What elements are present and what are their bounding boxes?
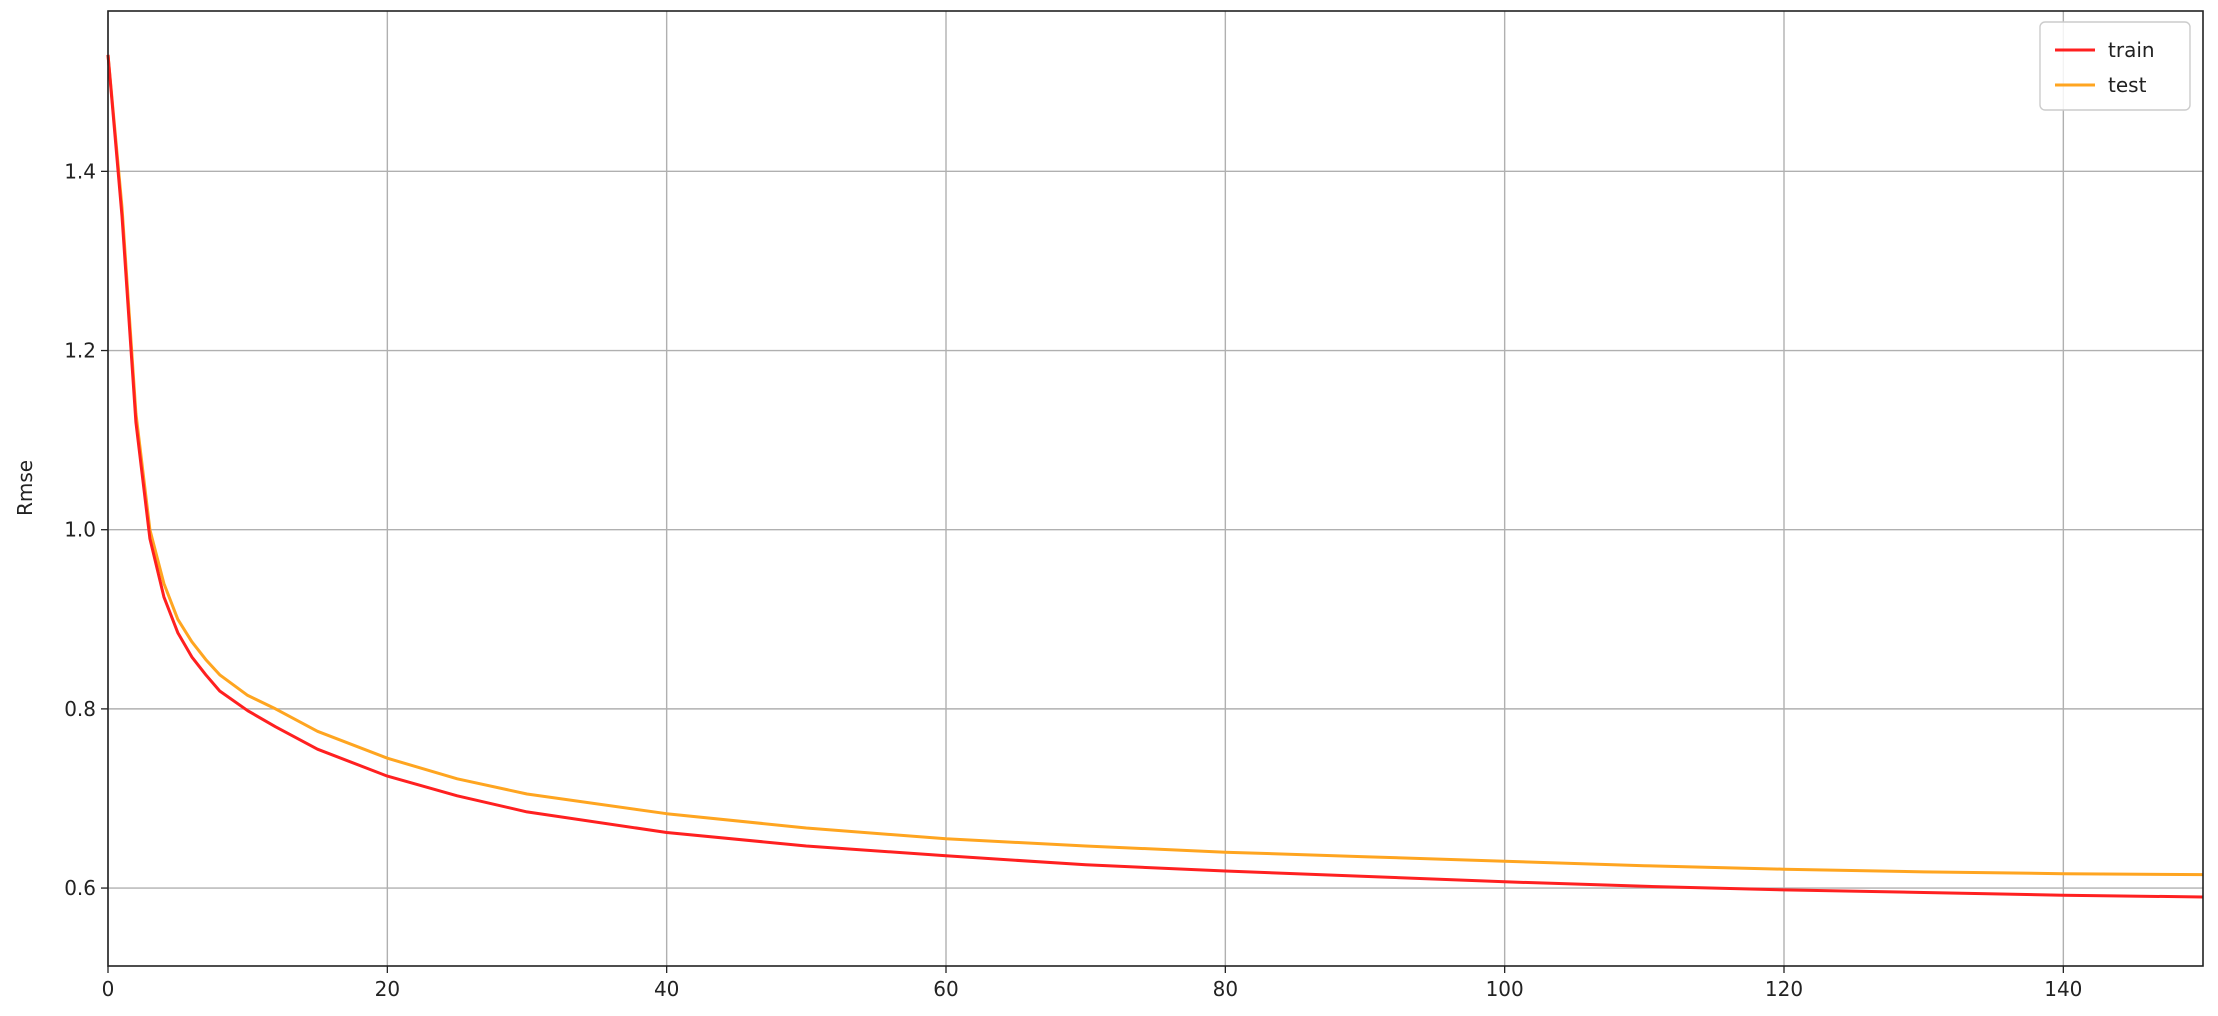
x-tick-label: 60 [933,977,958,1001]
grid [107,11,2203,966]
x-tick-label: 140 [2044,977,2082,1001]
legend-label-test: test [2108,73,2147,97]
series-line-train [106,54,2204,899]
series-lines [106,54,2204,899]
ticks: 0 20 40 60 80 100 120 140 0.6 0.8 1.0 1.2 1.4 [64,159,2082,1001]
legend: train test [2039,21,2191,111]
x-tick-label: 0 [102,977,115,1001]
y-axis-label: Rmse [13,460,37,516]
legend-label-train: train [2108,38,2155,62]
y-tick-label: 1.0 [64,518,96,542]
y-tick-label: 1.4 [64,159,96,183]
x-tick-label: 80 [1213,977,1238,1001]
legend-box [2039,21,2191,111]
y-tick-label: 1.2 [64,339,96,363]
axes-frame [107,10,2204,967]
x-tick-label: 40 [654,977,679,1001]
x-tick-label: 20 [375,977,400,1001]
x-tick-label: 120 [1765,977,1803,1001]
y-tick-label: 0.6 [64,876,96,900]
series-line-test [106,54,2204,877]
y-tick-label: 0.8 [64,697,96,721]
x-tick-label: 100 [1486,977,1524,1001]
